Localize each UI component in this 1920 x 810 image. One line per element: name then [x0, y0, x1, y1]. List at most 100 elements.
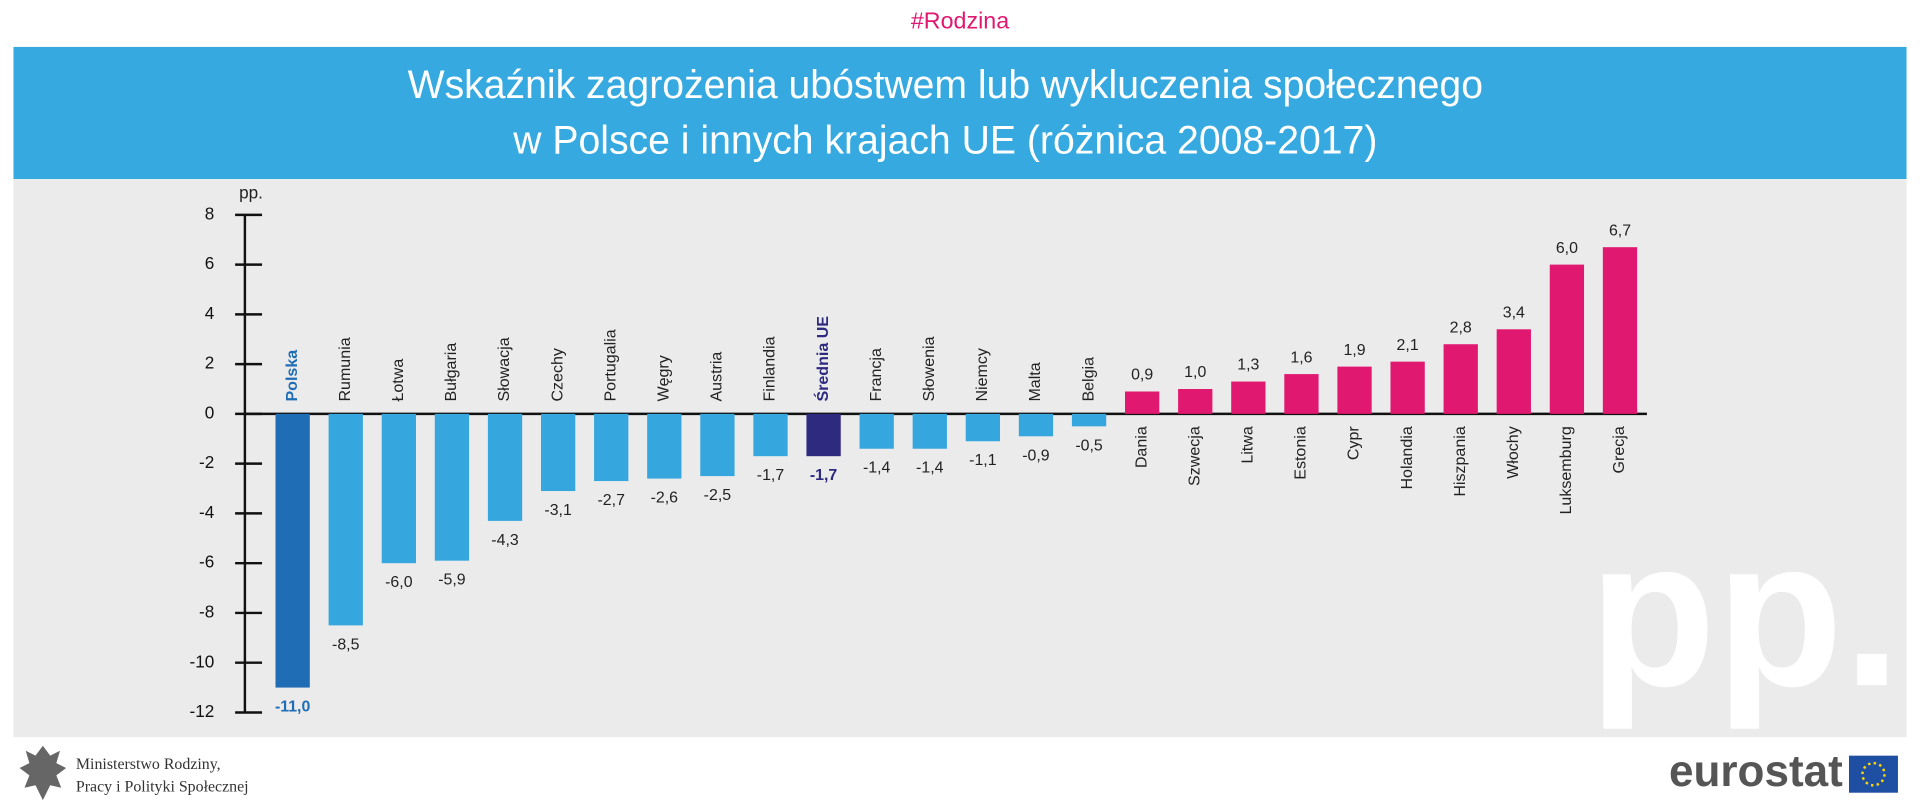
bar [1390, 361, 1425, 414]
bar [1125, 391, 1160, 414]
tag: #Rodzina [911, 7, 1009, 33]
value-label: -1,7 [810, 467, 838, 484]
value-label: 1,3 [1237, 357, 1259, 374]
value-label: -3,1 [544, 502, 572, 519]
value-label: -6,0 [385, 574, 413, 591]
value-label: 2,8 [1450, 319, 1472, 336]
value-label: 6,7 [1609, 222, 1631, 239]
bar [1018, 413, 1054, 437]
value-label: -11,0 [275, 699, 310, 716]
value-label: -2,7 [598, 492, 626, 509]
y-axis-label: pp. [239, 182, 263, 202]
bar [912, 413, 947, 449]
value-label: 0,9 [1131, 367, 1153, 384]
bar [1337, 366, 1372, 414]
value-label: 2,1 [1397, 337, 1419, 354]
bar [1602, 247, 1638, 414]
value-label: 1,9 [1343, 342, 1365, 359]
value-label: -0,9 [1022, 447, 1050, 464]
x-tick-label: Malta [1027, 362, 1044, 401]
x-tick-label: Francja [868, 348, 885, 402]
bar [647, 413, 682, 479]
x-tick-label: Luksemburg [1558, 426, 1575, 514]
bar [434, 413, 470, 561]
bar [1443, 344, 1478, 414]
value-label: -2,6 [651, 490, 679, 507]
x-tick-label: Austria [709, 352, 726, 402]
x-tick-label: Portugalia [602, 329, 619, 401]
bar [381, 413, 416, 564]
value-label: -8,5 [332, 636, 360, 653]
x-tick-label: Słowacja [496, 337, 513, 401]
bar [487, 413, 523, 521]
bar [859, 413, 894, 449]
x-tick-label: Finlandia [762, 336, 779, 401]
eu-flag [1848, 755, 1898, 793]
ministry-logo [19, 745, 67, 801]
value-label: 6,0 [1556, 240, 1578, 257]
x-tick-label: Łotwa [390, 359, 407, 402]
y-tick-label: -10 [190, 651, 215, 671]
x-tick-label: Szwecja [1187, 426, 1204, 486]
x-tick-label: Słowenia [921, 336, 938, 401]
bar [1071, 413, 1107, 427]
eurostat-logo: eurostat [1669, 747, 1843, 796]
value-label: 1,6 [1290, 349, 1312, 366]
x-tick-label: Włochy [1505, 426, 1522, 479]
y-tick-label: 2 [205, 353, 215, 373]
title-band [13, 46, 1907, 180]
x-tick-label: Holandia [1399, 426, 1416, 489]
bar [275, 413, 310, 688]
bar [328, 413, 363, 626]
x-tick-label: Niemcy [974, 348, 991, 401]
x-tick-label: Polska [284, 350, 301, 402]
bar [594, 413, 629, 482]
bar [806, 413, 841, 457]
x-tick-label: Czechy [549, 348, 566, 401]
value-label: -2,5 [704, 487, 732, 504]
x-tick-label: Hiszpania [1452, 426, 1469, 497]
x-tick-label: Litwa [1240, 426, 1257, 464]
bar [1231, 381, 1266, 414]
bar [540, 413, 576, 492]
x-tick-label: Dania [1133, 426, 1150, 468]
y-tick-label: -12 [190, 701, 215, 721]
x-tick-label: Grecja [1611, 426, 1628, 473]
chart-title: w Polsce i innych krajach UE (różnica 20… [512, 119, 1377, 163]
y-tick-label: -6 [199, 552, 214, 572]
x-tick-label: Estonia [1293, 426, 1310, 480]
value-label: 3,4 [1503, 304, 1525, 321]
value-label: -1,7 [757, 467, 785, 484]
y-tick-label: 6 [205, 253, 215, 273]
chart-title: Wskaźnik zagrożenia ubóstwem lub wyklucz… [408, 63, 1483, 107]
x-tick-label: Bułgaria [443, 343, 460, 402]
value-label: -4,3 [491, 532, 519, 549]
bar [965, 413, 1001, 442]
value-label: 1,0 [1184, 364, 1206, 381]
x-tick-label: Cypr [1346, 426, 1363, 461]
value-label: -1,4 [916, 460, 944, 477]
bar [753, 413, 788, 457]
ministry-name: Pracy i Polityki Społecznej [76, 778, 249, 795]
x-tick-label: Belgia [1080, 357, 1097, 402]
y-tick-label: -2 [199, 452, 214, 472]
y-tick-label: -4 [199, 502, 215, 522]
bar [1284, 374, 1319, 414]
bar [1549, 264, 1585, 414]
x-tick-label: Średnia UE [813, 316, 832, 402]
y-tick-label: 0 [205, 402, 215, 422]
x-tick-label: Węgry [656, 355, 673, 401]
value-label: -5,9 [438, 572, 466, 589]
y-tick-label: -8 [199, 601, 214, 621]
bar [1178, 389, 1213, 414]
watermark: pp. [1589, 496, 1901, 730]
ministry-name: Ministerstwo Rodziny, [76, 756, 221, 773]
bar [700, 413, 735, 477]
y-tick-label: 4 [205, 303, 215, 323]
value-label: -1,4 [863, 460, 891, 477]
bar [1496, 329, 1531, 414]
y-tick-label: 8 [205, 203, 215, 223]
value-label: -0,5 [1075, 437, 1103, 454]
